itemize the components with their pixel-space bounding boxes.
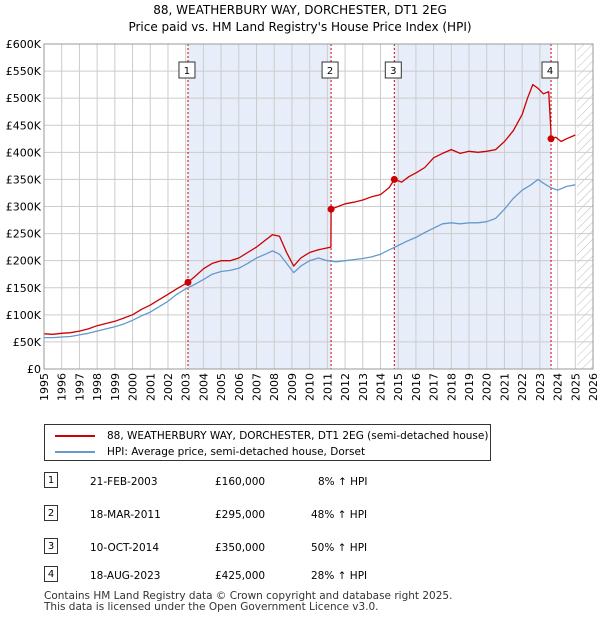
x-tick-label: 2005 [215,373,228,401]
x-tick-label: 1995 [38,373,51,401]
x-tick-label: 1997 [73,373,86,401]
x-tick-label: 2018 [445,373,458,401]
sale-hpi-change: 8% ↑ HPI [318,476,368,488]
y-tick-label: £500K [6,92,42,105]
sale-hpi-change: 28% ↑ HPI [311,570,368,582]
price-chart: 88, WEATHERBURY WAY, DORCHESTER, DT1 2EG… [6,3,600,401]
x-tick-label: 2022 [516,373,529,401]
sale-price: £425,000 [215,570,266,582]
y-tick-label: £100K [6,309,42,322]
sale-label-box [384,61,402,79]
legend-item-property: 88, WEATHERBURY WAY, DORCHESTER, DT1 2EG… [55,428,488,444]
sale-date: 21-FEB-2003 [90,476,158,488]
sale-label-box [321,61,339,79]
chart-title-line2: Price paid vs. HM Land Registry's House … [128,20,471,34]
x-tick-label: 2014 [374,373,387,401]
sale-number-badge: 1 [44,472,58,488]
x-tick-label: 2009 [286,373,299,401]
sale-label-number: 3 [390,66,396,77]
sale-label-number: 1 [184,66,190,77]
x-tick-label: 2024 [552,373,565,401]
legend-item-hpi: HPI: Average price, semi-detached house,… [55,444,365,460]
legend: 88, WEATHERBURY WAY, DORCHESTER, DT1 2EG… [44,424,491,461]
y-tick-label: £150K [6,282,42,295]
sale-row: 2 18-MAR-2011 £295,000 48% ↑ HPI [44,505,424,527]
x-tick-label: 2015 [392,373,405,401]
x-tick-label: 2019 [463,373,476,401]
y-tick-label: £550K [6,65,42,78]
chart-title-line1: 88, WEATHERBURY WAY, DORCHESTER, DT1 2EG [153,3,447,17]
sale-price: £350,000 [215,542,266,554]
sale-hpi-change: 48% ↑ HPI [311,509,368,521]
x-tick-label: 2007 [251,373,264,401]
x-tick-label: 2006 [233,373,246,401]
x-tick-label: 2020 [481,373,494,401]
x-tick-label: 2017 [428,373,441,401]
y-tick-label: £300K [6,201,42,214]
x-tick-label: 2012 [339,373,352,401]
sale-row: 4 18-AUG-2023 £425,000 28% ↑ HPI [44,566,424,588]
x-tick-label: 2008 [268,373,281,401]
sale-point [184,278,192,286]
x-tick-label: 2021 [498,373,511,401]
sale-hpi-change: 50% ↑ HPI [311,542,368,554]
sale-label-box [178,61,196,79]
y-tick-label: £350K [6,173,42,186]
sale-date: 18-MAR-2011 [90,509,161,521]
hpi-line [44,178,576,339]
sale-number-badge: 2 [44,505,58,521]
x-tick-label: 2026 [587,373,600,401]
x-tick-label: 1996 [56,373,69,401]
sale-number-badge: 4 [44,566,58,582]
legend-swatch-blue [55,451,95,453]
x-tick-label: 2023 [534,373,547,401]
sale-point [547,135,555,143]
y-tick-label: £50K [13,336,42,349]
footer: Contains HM Land Registry data © Crown c… [44,591,452,613]
sale-label-box [541,61,559,79]
sale-row: 3 10-OCT-2014 £350,000 50% ↑ HPI [44,538,424,560]
x-tick-label: 2010 [304,373,317,401]
legend-label-property: 88, WEATHERBURY WAY, DORCHESTER, DT1 2EG… [107,430,489,442]
sale-price: £160,000 [215,476,266,488]
y-tick-label: £0 [27,363,41,376]
x-tick-label: 2013 [357,373,370,401]
x-tick-label: 2002 [162,373,175,401]
sale-point [327,205,335,213]
y-tick-label: £200K [6,255,42,268]
x-tick-label: 2000 [127,373,140,401]
sale-label-number: 2 [327,66,333,77]
y-tick-label: £450K [6,119,42,132]
x-tick-label: 2001 [144,373,157,401]
x-tick-label: 1999 [109,373,122,401]
footer-licence: This data is licensed under the Open Gov… [44,601,379,613]
sale-date: 10-OCT-2014 [90,542,159,554]
x-tick-label: 2004 [197,373,210,401]
legend-label-hpi: HPI: Average price, semi-detached house,… [107,446,366,458]
x-tick-label: 2016 [410,373,423,401]
x-tick-label: 2025 [569,373,582,401]
y-tick-label: £600K [6,38,42,51]
sale-row: 1 21-FEB-2003 £160,000 8% ↑ HPI [44,472,424,494]
footer-copyright: Contains HM Land Registry data © Crown c… [44,590,453,602]
y-tick-label: £250K [6,228,42,241]
sale-point [390,175,398,183]
y-tick-label: £400K [6,146,42,159]
x-tick-label: 2011 [321,373,334,401]
sale-number-badge: 3 [44,538,58,554]
x-tick-label: 1998 [91,373,104,401]
plot-border [43,43,594,370]
sale-date: 18-AUG-2023 [90,570,161,582]
x-tick-label: 2003 [180,373,193,401]
legend-swatch-red [55,435,95,437]
sale-price: £295,000 [215,509,266,521]
sale-label-number: 4 [547,66,553,77]
